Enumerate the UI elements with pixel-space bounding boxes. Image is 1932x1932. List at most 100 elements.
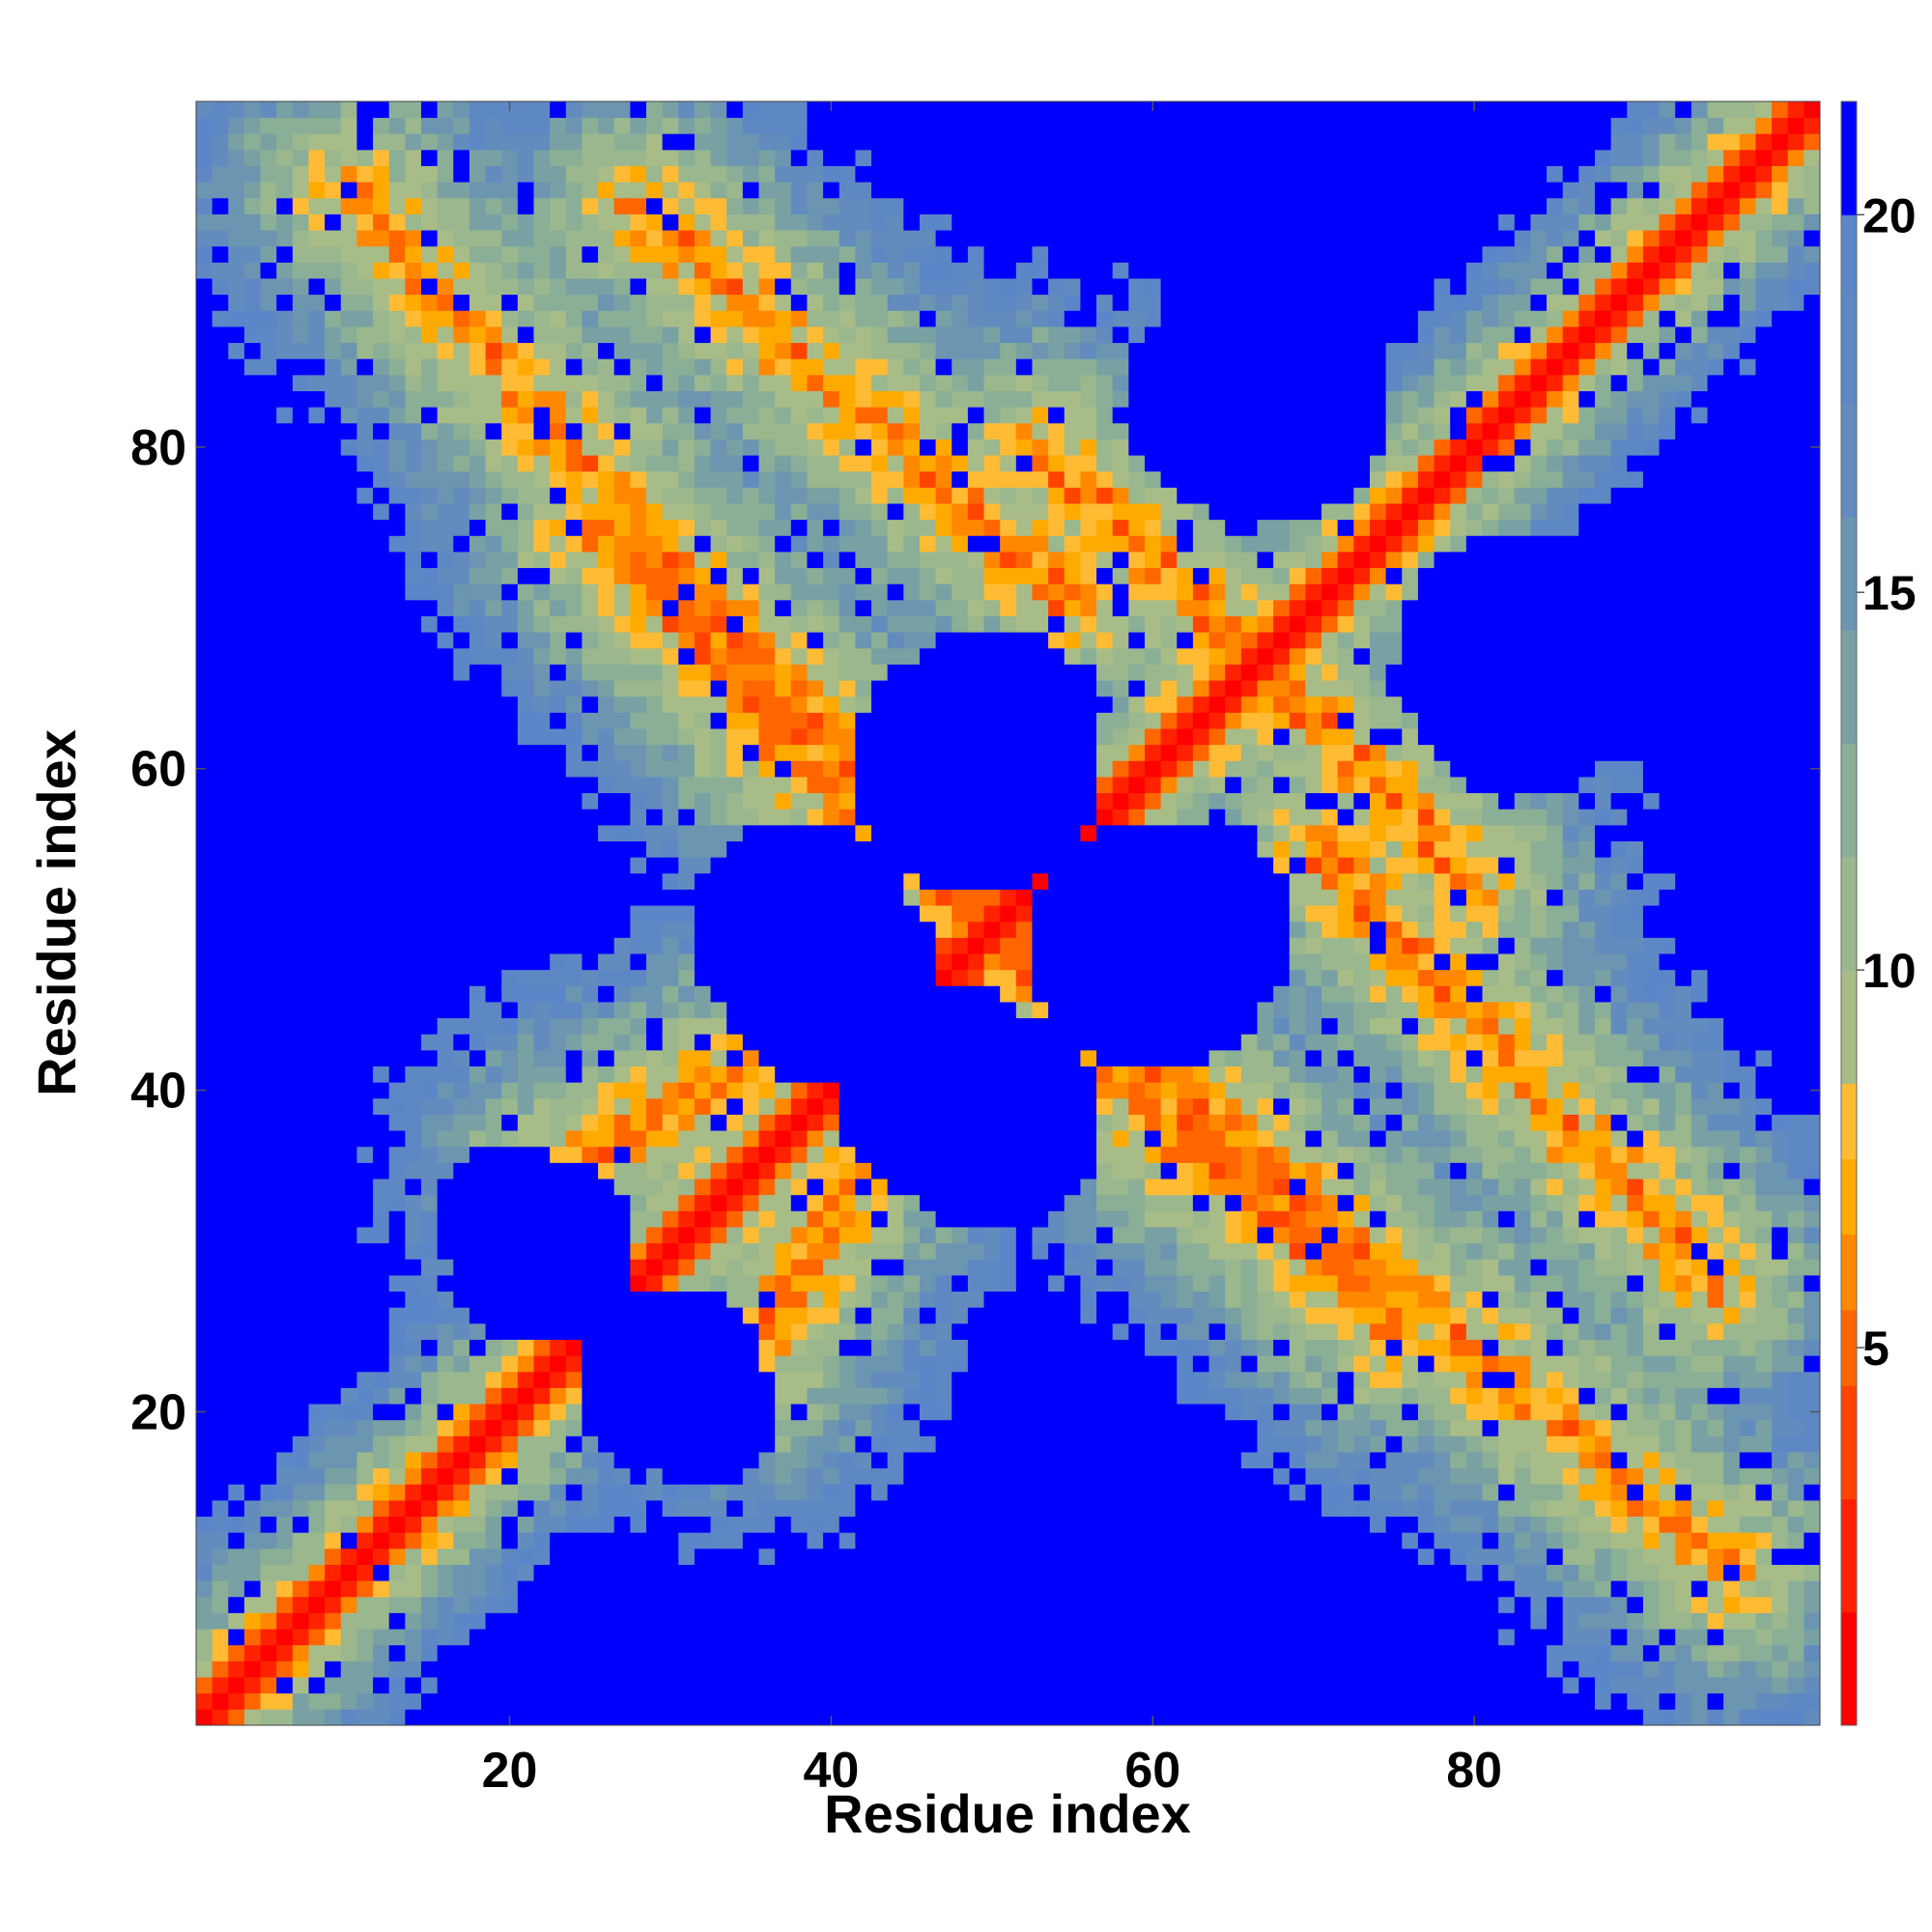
heatmap-cell [662,760,679,778]
heatmap-cell [421,439,439,456]
heatmap-cell [710,1049,727,1067]
heatmap-cell [501,278,519,296]
heatmap-cell [790,1709,808,1726]
heatmap-cell [662,921,679,938]
heatmap-cell [437,149,454,166]
heatmap-cell [919,1435,936,1453]
heatmap-cell [662,213,679,231]
heatmap-cell [742,1612,759,1630]
heatmap-cell [919,182,936,199]
heatmap-cell [212,342,229,359]
heatmap-cell [533,1179,551,1196]
heatmap-cell [469,1339,486,1356]
heatmap-cell [967,809,984,826]
heatmap-cell [356,278,374,296]
heatmap-cell [388,1162,406,1179]
heatmap-cell [373,213,390,231]
heatmap-cell [340,664,357,681]
heatmap-cell [613,1146,631,1163]
heatmap-cell [550,1210,567,1228]
heatmap-cell [421,647,439,665]
heatmap-cell [565,342,582,359]
heatmap-cell [887,422,904,440]
heatmap-cell [775,487,792,504]
heatmap-cell [630,1322,647,1340]
heatmap-cell [855,1034,872,1051]
heatmap-cell [871,1435,889,1453]
heatmap-cell [501,1435,519,1453]
heatmap-cell [325,1114,342,1131]
heatmap-cell [308,519,326,536]
heatmap-cell [421,1049,439,1067]
heatmap-cell [903,1179,921,1196]
heatmap-cell [453,1629,470,1646]
heatmap-cell [469,872,486,890]
heatmap-cell [855,1499,872,1518]
heatmap-cell [967,1371,984,1388]
heatmap-cell [983,1017,1001,1035]
heatmap-cell [356,728,374,746]
heatmap-cell [582,1162,599,1179]
heatmap-cell [453,327,470,344]
heatmap-cell [678,1307,696,1324]
heatmap-cell [678,133,696,151]
heatmap-cell [871,744,889,761]
heatmap-cell [662,1002,679,1019]
heatmap-cell [550,1709,567,1726]
heatmap-cell [565,213,582,231]
heatmap-cell [871,213,889,231]
heatmap-cell [243,1049,261,1067]
heatmap-cell [742,857,759,874]
heatmap-cell [405,599,422,616]
heatmap-cell [517,101,534,119]
heatmap-cell [582,1661,599,1678]
heatmap-cell [533,422,551,440]
heatmap-cell [662,1097,679,1115]
heatmap-cell [598,1596,615,1613]
heatmap-cell [340,1532,357,1549]
heatmap-cell [437,133,454,151]
heatmap-cell [325,149,342,166]
heatmap-cell [550,278,567,296]
heatmap-cell [517,664,534,681]
heatmap-cell [726,760,744,778]
heatmap-cell [485,182,502,199]
heatmap-cell [807,1484,824,1501]
heatmap-cell [903,664,921,681]
heatmap-cell [533,245,551,263]
heatmap-cell [742,1564,759,1581]
heatmap-cell [260,1516,277,1533]
heatmap-cell [517,1677,534,1694]
heatmap-cell [582,213,599,231]
heatmap-cell [823,1452,840,1469]
heatmap-cell [243,455,261,472]
heatmap-cell [421,840,439,858]
heatmap-cell [501,1114,519,1131]
heatmap-cell [903,455,921,472]
heatmap-cell [260,503,277,521]
heatmap-cell [710,889,727,906]
heatmap-cell [260,1179,277,1196]
heatmap-cell [565,374,582,391]
heatmap-cell [742,632,759,649]
heatmap-cell [325,872,342,890]
heatmap-cell [935,342,952,359]
heatmap-cell [790,696,808,713]
heatmap-cell [952,1548,969,1565]
heatmap-cell [388,1596,406,1613]
heatmap-cell [582,1097,599,1115]
heatmap-cell [276,1371,294,1388]
heatmap-cell [823,1387,840,1405]
heatmap-cell [196,1114,213,1131]
heatmap-cell [260,1307,277,1324]
heatmap-cell [325,552,342,569]
heatmap-cell [807,1580,824,1598]
heatmap-cell [598,230,615,247]
heatmap-cell [260,712,277,729]
heatmap-cell [212,1002,229,1019]
heatmap-cell [678,262,696,279]
heatmap-cell [790,310,808,327]
heatmap-cell [630,1580,647,1598]
heatmap-cell [613,1629,631,1646]
heatmap-cell [919,1097,936,1115]
